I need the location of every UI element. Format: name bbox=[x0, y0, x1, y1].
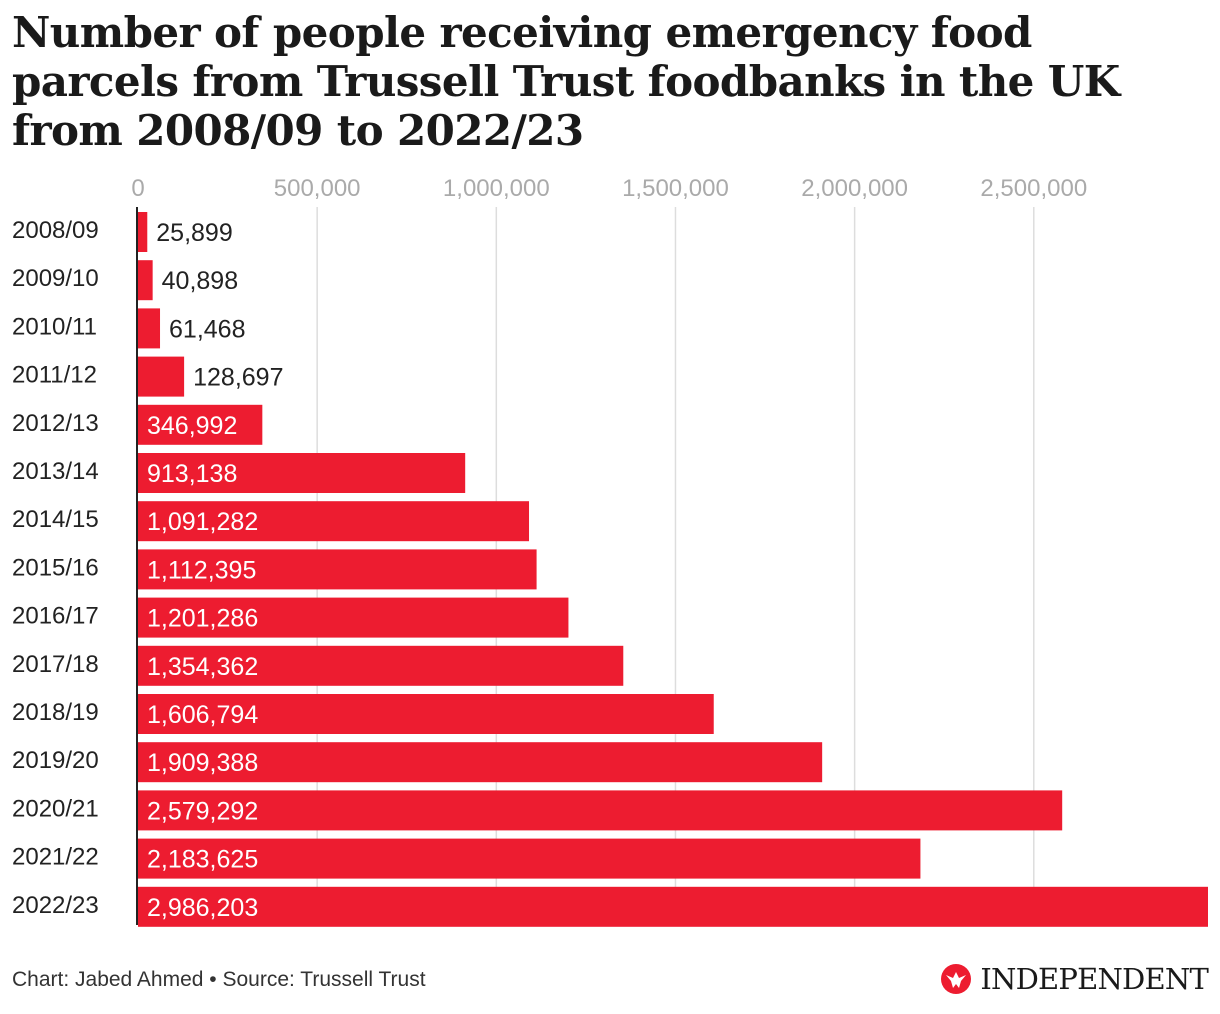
source-credit: Chart: Jabed Ahmed • Source: Trussell Tr… bbox=[12, 968, 426, 991]
logo-wordmark: INDEPENDENT bbox=[980, 962, 1208, 996]
data-label: 1,112,395 bbox=[147, 556, 256, 584]
category-labels: 2008/09 2009/10 2010/11 2011/12 2012/13 2013/… bbox=[12, 217, 99, 919]
data-label: 2,183,625 bbox=[147, 846, 258, 874]
category-label: 2016/17 bbox=[12, 603, 99, 630]
bar bbox=[138, 356, 185, 397]
data-label: 61,468 bbox=[169, 315, 245, 343]
category-label: 2015/16 bbox=[12, 554, 99, 581]
bar bbox=[138, 549, 537, 590]
category-label: 2018/19 bbox=[12, 699, 99, 726]
bar bbox=[138, 597, 569, 638]
bar bbox=[138, 886, 1208, 927]
x-tick-label: 0 bbox=[131, 175, 144, 202]
category-label: 2012/13 bbox=[12, 410, 99, 437]
data-label: 1,091,282 bbox=[147, 508, 258, 536]
category-label: 2008/09 bbox=[12, 217, 99, 244]
bar bbox=[138, 694, 714, 734]
x-tick-label: 500,000 bbox=[274, 175, 361, 202]
publisher-logo: INDEPENDENT bbox=[940, 962, 1209, 996]
bars bbox=[138, 212, 1208, 927]
bar bbox=[138, 212, 148, 252]
category-label: 2017/18 bbox=[12, 651, 99, 678]
category-label: 2021/22 bbox=[12, 844, 99, 871]
data-label: 40,898 bbox=[162, 267, 238, 295]
category-label: 2020/21 bbox=[12, 795, 99, 822]
data-label: 25,899 bbox=[156, 219, 232, 247]
bar bbox=[138, 453, 466, 493]
data-label: 1,909,388 bbox=[147, 749, 258, 777]
eagle-icon bbox=[941, 964, 972, 994]
category-label: 2014/15 bbox=[12, 506, 99, 533]
chart-title: Number of people receiving emergency foo… bbox=[12, 8, 1120, 155]
data-label: 1,354,362 bbox=[147, 653, 258, 681]
bar bbox=[138, 838, 921, 879]
data-label: 128,697 bbox=[193, 364, 283, 392]
category-label: 2022/23 bbox=[12, 892, 99, 919]
x-axis-ticks: 0 500,000 1,000,000 1,500,000 2,000,000 2,500… bbox=[131, 175, 1087, 202]
data-labels: 25,899 40,898 61,468 128,697 346,992 913,138 1… bbox=[147, 219, 283, 922]
data-label: 2,579,292 bbox=[147, 797, 258, 825]
data-label: 1,606,794 bbox=[147, 701, 258, 729]
data-label: 1,201,286 bbox=[147, 605, 258, 633]
bar bbox=[138, 790, 1063, 831]
data-label: 2,986,203 bbox=[147, 894, 258, 922]
x-tick-label: 2,500,000 bbox=[980, 175, 1087, 202]
category-label: 2009/10 bbox=[12, 265, 99, 292]
x-tick-label: 1,500,000 bbox=[622, 175, 729, 202]
category-label: 2011/12 bbox=[12, 362, 97, 389]
bar bbox=[138, 404, 263, 445]
bar bbox=[138, 308, 161, 349]
bar bbox=[138, 501, 530, 542]
category-label: 2019/20 bbox=[12, 747, 99, 774]
bar bbox=[138, 260, 153, 301]
bar bbox=[138, 645, 624, 686]
x-tick-label: 2,000,000 bbox=[801, 175, 908, 202]
x-tick-label: 1,000,000 bbox=[443, 175, 550, 202]
data-label: 346,992 bbox=[147, 412, 237, 440]
data-label: 913,138 bbox=[147, 460, 237, 488]
category-label: 2013/14 bbox=[12, 458, 99, 485]
bar bbox=[138, 742, 823, 783]
category-label: 2010/11 bbox=[12, 313, 97, 340]
